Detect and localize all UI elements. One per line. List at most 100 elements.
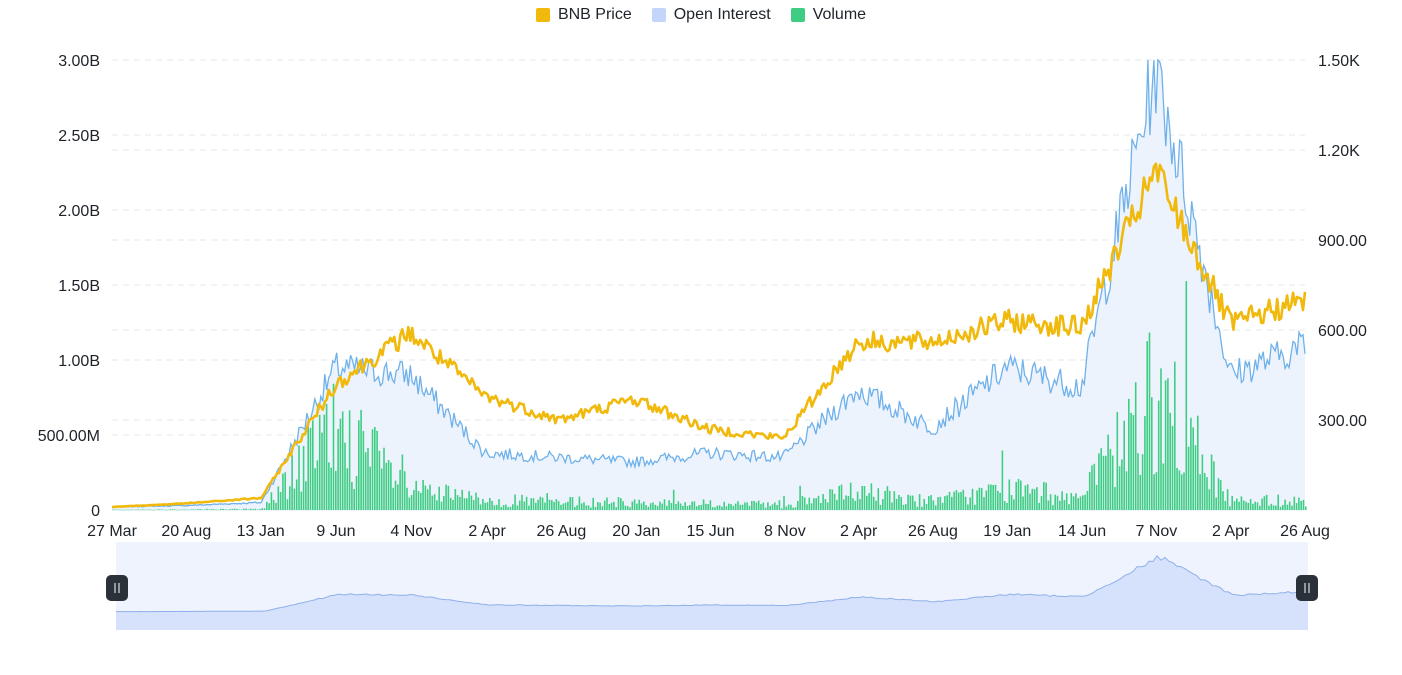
volume-bar <box>875 500 877 510</box>
volume-bar <box>1305 506 1307 510</box>
volume-bar <box>387 460 390 510</box>
navigator-handle-left[interactable] <box>106 575 128 601</box>
volume-bar <box>937 497 939 510</box>
volume-bar <box>806 504 808 510</box>
volume-bar <box>953 491 955 510</box>
volume-bar <box>921 506 923 510</box>
volume-bar <box>1091 465 1093 510</box>
volume-bar <box>771 504 774 510</box>
volume-bar <box>955 490 958 510</box>
volume-bar <box>1070 493 1073 510</box>
volume-bar <box>1300 501 1302 510</box>
volume-bar <box>148 509 151 510</box>
volume-bar <box>160 509 162 510</box>
volume-bar <box>866 495 868 510</box>
volume-bar <box>194 509 197 510</box>
volume-bar <box>895 498 898 510</box>
volume-bar <box>723 501 725 510</box>
x-tick-label: 13 Jan <box>237 523 285 540</box>
volume-bar <box>689 505 691 510</box>
volume-bar <box>470 495 473 510</box>
volume-bar <box>716 505 719 510</box>
volume-bar <box>256 509 259 510</box>
volume-bar <box>1118 466 1121 510</box>
volume-bar <box>475 492 477 510</box>
volume-bar <box>1095 484 1098 510</box>
volume-bar <box>684 502 686 510</box>
volume-bar <box>709 500 712 510</box>
volume-bar <box>654 504 657 510</box>
volume-bar <box>484 502 486 510</box>
volume-bar <box>1261 498 1263 510</box>
volume-bar <box>516 505 519 510</box>
x-tick-label: 14 Jun <box>1058 523 1106 540</box>
volume-bar <box>1295 503 1298 510</box>
volume-bar <box>918 494 921 510</box>
volume-bar <box>643 501 645 510</box>
volume-bar <box>649 503 652 510</box>
volume-bar <box>1263 496 1266 510</box>
navigator-handle-right-body[interactable] <box>1296 575 1318 601</box>
legend-swatch-bnb-price <box>535 8 550 22</box>
volume-bar <box>332 383 335 510</box>
volume-bar <box>254 508 257 510</box>
legend-item-volume[interactable]: Volume <box>790 6 866 24</box>
volume-bar <box>272 499 275 510</box>
volume-bar <box>192 509 195 510</box>
volume-bar <box>1180 474 1183 510</box>
volume-bar <box>1291 505 1293 510</box>
volume-bar <box>1033 489 1036 510</box>
volume-bar <box>606 497 608 510</box>
volume-bar <box>144 509 146 511</box>
volume-bar <box>962 489 965 510</box>
legend-item-bnb-price[interactable]: BNB Price <box>535 6 632 24</box>
volume-bar <box>884 490 886 510</box>
volume-bars <box>112 281 1307 511</box>
volume-bar <box>815 498 817 510</box>
navigator[interactable] <box>106 542 1318 630</box>
volume-bar <box>169 509 172 510</box>
volume-bar <box>1185 281 1188 510</box>
volume-bar <box>187 509 190 511</box>
volume-bar <box>261 508 263 510</box>
volume-bar <box>1155 472 1158 510</box>
navigator-handle-right[interactable] <box>1296 575 1318 601</box>
volume-bar <box>337 428 339 510</box>
volume-bar <box>1123 420 1125 510</box>
volume-bar <box>1162 463 1165 510</box>
volume-bar <box>870 483 873 510</box>
volume-bar <box>539 496 542 510</box>
volume-bar <box>1174 361 1176 510</box>
volume-bar <box>1015 482 1017 510</box>
volume-bar <box>1020 480 1022 510</box>
volume-bar <box>1001 450 1004 510</box>
volume-bar <box>620 498 622 510</box>
volume-bar <box>900 497 902 510</box>
volume-bar <box>730 504 732 510</box>
volume-bar <box>546 493 548 510</box>
volume-bar <box>861 486 863 510</box>
volume-bar <box>583 502 585 510</box>
right-tick-label: 1.50K <box>1318 53 1360 70</box>
volume-bar <box>208 509 211 510</box>
volume-bar <box>746 502 748 510</box>
volume-bar <box>367 447 369 510</box>
volume-bar <box>1171 425 1174 510</box>
volume-bar <box>1013 499 1015 510</box>
volume-bar <box>1036 487 1038 510</box>
volume-bar <box>164 509 167 511</box>
volume-bar <box>544 502 546 510</box>
volume-bar <box>1215 497 1217 510</box>
volume-bar <box>948 491 951 510</box>
volume-bar <box>537 499 539 510</box>
volume-bar <box>1137 453 1139 510</box>
volume-bar <box>978 487 981 510</box>
x-tick-label: 8 Nov <box>764 523 806 540</box>
legend-item-open-interest[interactable]: Open Interest <box>651 6 771 24</box>
volume-bar <box>675 504 677 510</box>
volume-bar <box>564 502 567 510</box>
volume-bar <box>229 509 231 510</box>
navigator-handle-left-body[interactable] <box>106 575 128 601</box>
volume-bar <box>1254 501 1256 510</box>
volume-bar <box>293 488 296 510</box>
